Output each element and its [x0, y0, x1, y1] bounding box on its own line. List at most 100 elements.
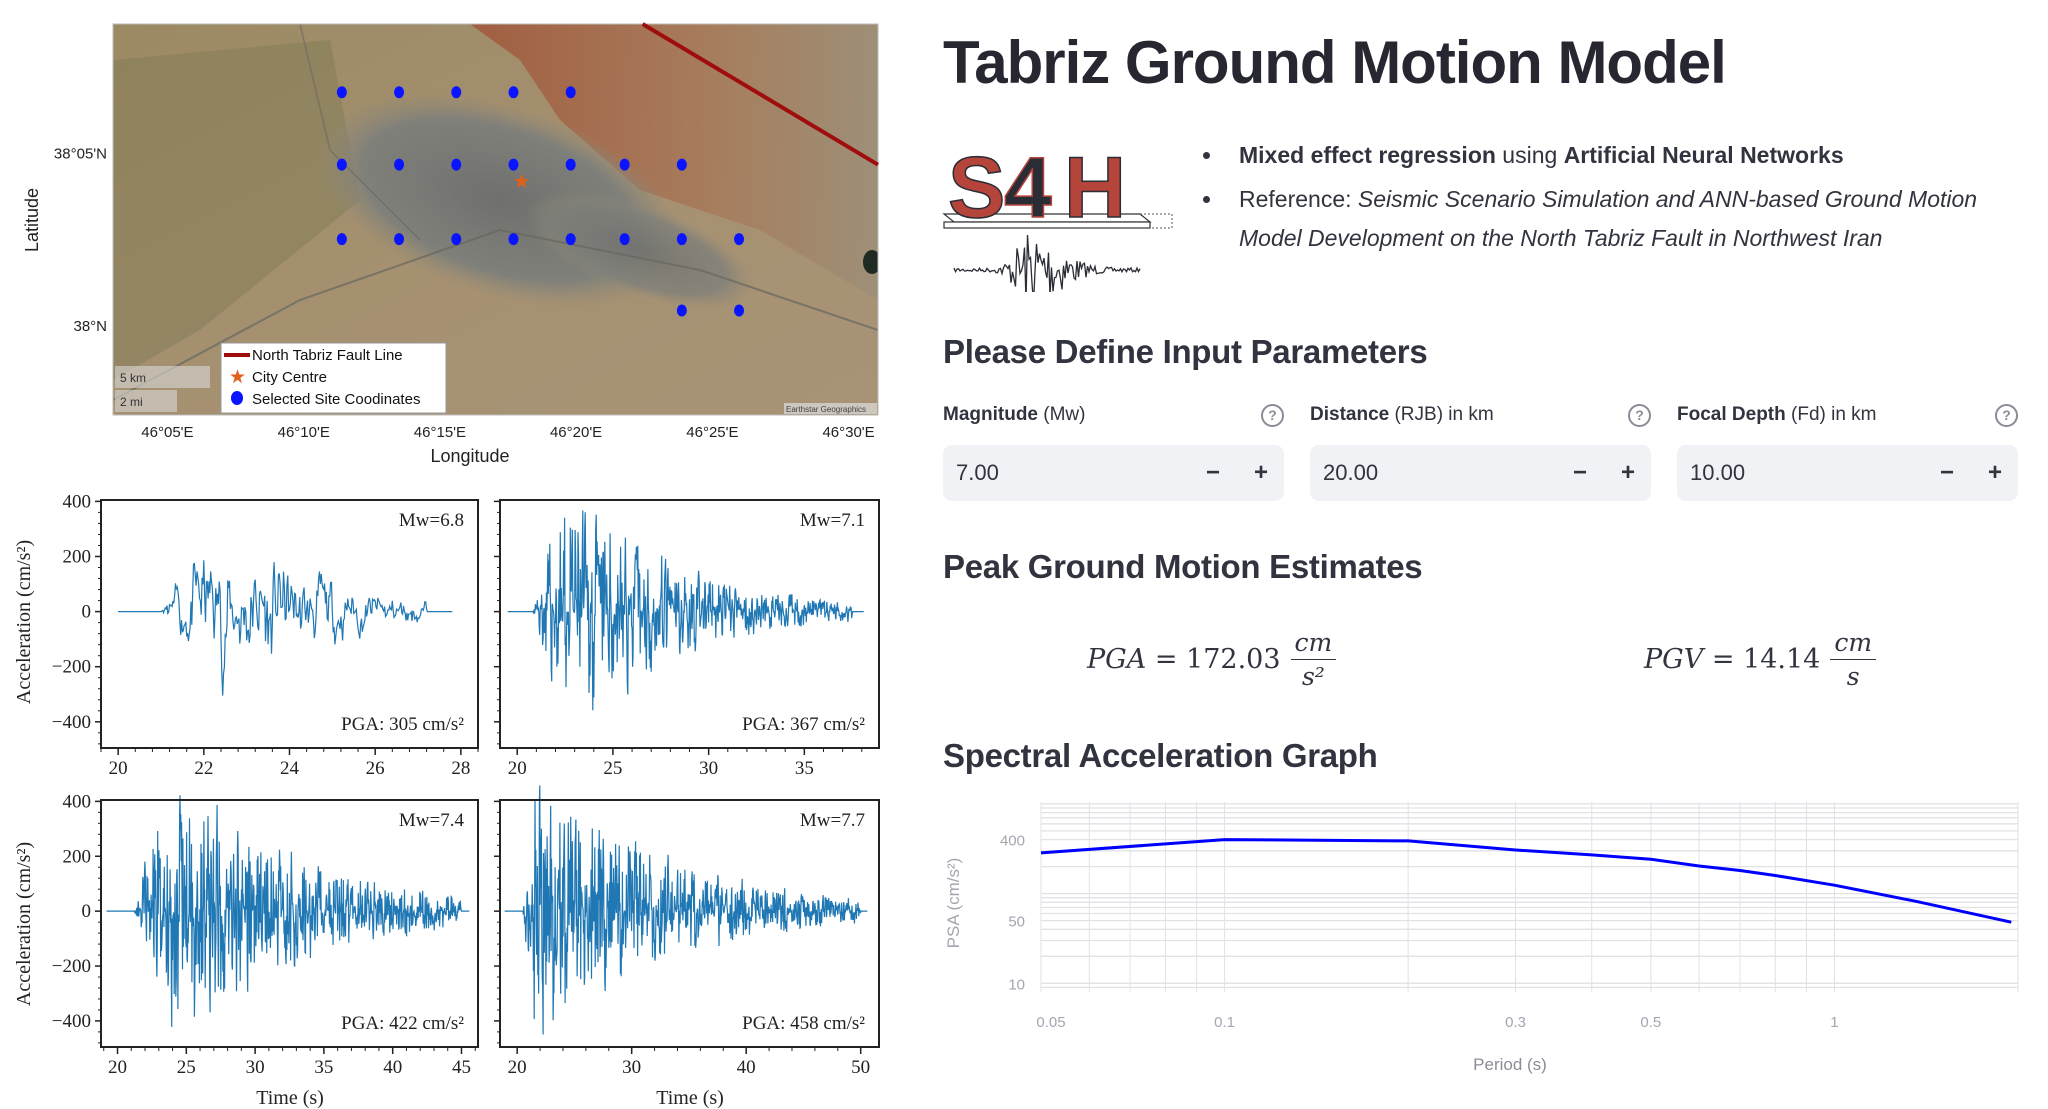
magnitude-label: Mw=7.7 [800, 810, 865, 831]
xtick-label: 28 [451, 758, 470, 779]
ytick-label: 0 [82, 602, 92, 623]
panel-frame [100, 499, 479, 749]
psa-xtick-label: 0.05 [1036, 1014, 1065, 1031]
psa-xlabel: Period (s) [1473, 1055, 1547, 1074]
help-icon[interactable]: ? [1995, 404, 2018, 427]
magnitude-label: Mw=7.1 [800, 510, 865, 531]
focal-depth-decrement-button[interactable]: − [1939, 459, 1954, 486]
magnitude-input[interactable]: 7.00 − + [943, 445, 1284, 501]
seismogram-icon [953, 234, 1141, 292]
pgv-unit: cm s [1830, 628, 1877, 691]
map-xtick-label: 46°05'E [141, 424, 193, 441]
distance-decrement-button[interactable]: − [1572, 459, 1587, 486]
svg-text:4: 4 [1004, 140, 1052, 236]
ytick-label: −200 [52, 657, 91, 678]
xtick-label: 25 [603, 758, 622, 779]
site-marker [451, 86, 462, 99]
s4h-logo: S 4 H [942, 139, 1173, 292]
xtick-label: 50 [851, 1057, 870, 1078]
waveform-panel: 400 200 0 −200 −400 20 22 24 26 28 Mw=6.8 PGA: 305 … [52, 491, 479, 779]
xtick-label: 40 [737, 1057, 756, 1078]
distance-increment-button[interactable]: + [1620, 459, 1635, 486]
spectral-heading: Spectral Acceleration Graph [943, 737, 1378, 774]
site-marker [451, 233, 462, 246]
waveform-trace [504, 785, 868, 1035]
pga-unit: cm s² [1290, 628, 1337, 691]
site-legend-swatch [231, 391, 243, 405]
unit-numerator: cm [1290, 628, 1337, 660]
focal-depth-input[interactable]: 10.00 − + [1677, 445, 2018, 501]
waveform-panel: 400 200 0 −200 −400 20 25 30 35 40 45 Mw=7.4 PGA: 42… [52, 791, 479, 1078]
map-xlabel: Longitude [430, 446, 509, 466]
intro-bullets: Mixed effect regression using Artificial… [1203, 136, 2043, 258]
magnitude-label: Magnitude (Mw)? [943, 404, 1284, 432]
psa-ylabel: PSA (cm/s²) [944, 858, 963, 949]
xtick-label: 35 [314, 1057, 333, 1078]
xtick-label: 26 [366, 758, 385, 779]
xtick-label: 35 [795, 758, 814, 779]
ytick-label: 200 [63, 846, 92, 867]
map-xtick-label: 46°15'E [414, 424, 466, 441]
help-icon[interactable]: ? [1628, 404, 1651, 427]
ytick-label: −400 [52, 712, 91, 733]
map-xtick-label: 46°30'E [822, 424, 874, 441]
map-ylabel: Latitude [22, 188, 42, 252]
distance-value[interactable]: 20.00 [1323, 460, 1379, 485]
site-marker [336, 86, 347, 99]
focal-depth-increment-button[interactable]: + [1987, 459, 2002, 486]
site-marker [565, 86, 576, 99]
xtick-label: 25 [177, 1057, 196, 1078]
help-icon[interactable]: ? [1261, 404, 1284, 427]
unit-denominator: s [1846, 662, 1860, 691]
magnitude-increment-button[interactable]: + [1253, 459, 1268, 486]
site-marker [676, 158, 687, 171]
wave-xlabel-left: Time (s) [256, 1087, 324, 1109]
psa-xtick-label: 1 [1830, 1014, 1838, 1031]
wave-xlabel-right: Time (s) [656, 1087, 724, 1109]
reference-title[interactable]: Seismic Scenario Simulation and ANN-base… [1239, 186, 1978, 251]
estimates-heading: Peak Ground Motion Estimates [943, 548, 1423, 585]
pga-label: PGA: 458 cm/s² [742, 1013, 865, 1034]
xtick-label: 22 [194, 758, 213, 779]
site-marker [451, 158, 462, 171]
map-frame [112, 23, 879, 416]
method-bold: Mixed effect regression [1239, 142, 1496, 168]
wave-ylabel-bottom: Acceleration (cm/s²) [13, 842, 35, 1006]
scale-bar-mi [115, 390, 177, 412]
magnitude-value[interactable]: 7.00 [956, 460, 999, 485]
unit-denominator: s² [1301, 662, 1325, 691]
svg-text:H: H [1064, 140, 1126, 236]
focal-depth-value[interactable]: 10.00 [1690, 460, 1746, 485]
map-xtick-label: 46°10'E [278, 424, 330, 441]
distance-label: Distance (RJB) in km? [1310, 404, 1651, 432]
waveform-plots: Acceleration (cm/s²) Acceleration (cm/s²… [13, 491, 880, 1109]
map-ytick-label: 38°05'N [54, 146, 107, 163]
star-icon: ★ [229, 367, 246, 388]
psa-ytick-label: 400 [1000, 833, 1025, 850]
psa-ytick-label: 10 [1008, 976, 1025, 993]
spectral-acceleration-chart[interactable]: PSA (cm/s²) Period (s) 10 50 400 0.05 0.1 0.3… [930, 780, 2048, 1109]
distance-input[interactable]: 20.00 − + [1310, 445, 1651, 501]
xtick-label: 30 [246, 1057, 265, 1078]
map-ytick-label: 38°N [73, 318, 107, 335]
waveform-trace [507, 510, 864, 711]
method-ann: Artificial Neural Networks [1563, 142, 1844, 168]
bullet-method: Mixed effect regression using Artificial… [1203, 136, 2043, 175]
scale-mi-label: 2 mi [120, 395, 143, 409]
site-marker [394, 233, 405, 246]
psa-xtick-label: 0.1 [1214, 1014, 1235, 1031]
psa-xtick-label: 0.5 [1640, 1014, 1661, 1031]
site-marker [676, 233, 687, 246]
xtick-label: 24 [280, 758, 300, 779]
xtick-label: 20 [508, 758, 527, 779]
magnitude-decrement-button[interactable]: − [1205, 459, 1220, 486]
waveform-trace [106, 795, 470, 1027]
magnitude-label: Mw=6.8 [399, 510, 464, 531]
psa-curve[interactable] [1040, 838, 2012, 924]
map-xtick-label: 46°25'E [686, 424, 738, 441]
focal-depth-label: Focal Depth (Fd) in km? [1677, 404, 2018, 432]
xtick-label: 20 [508, 1057, 527, 1078]
site-marker [734, 233, 745, 246]
equals-sign: = [1146, 644, 1187, 675]
site-marker [565, 158, 576, 171]
